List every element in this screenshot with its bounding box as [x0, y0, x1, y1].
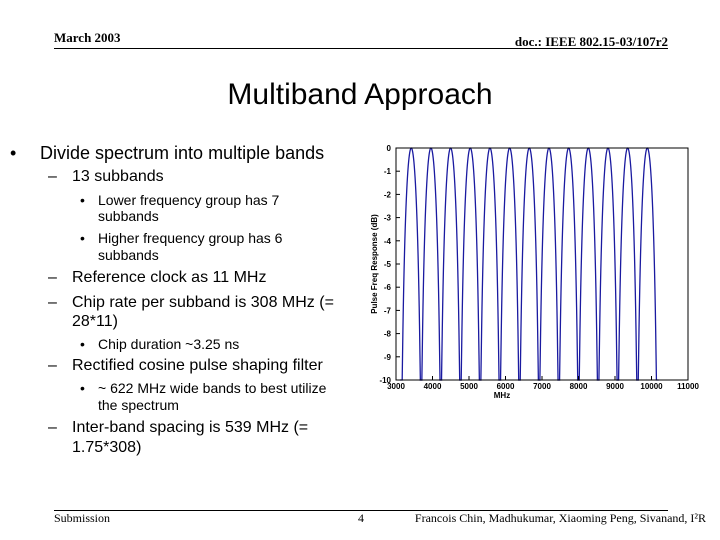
bullet-text: Divide spectrum into multiple bands: [40, 143, 325, 163]
bullet-text: 13 subbands: [72, 168, 164, 185]
subband-10-response: [576, 147, 600, 381]
bullet-level3: • Lower frequency group has 7: [80, 192, 280, 208]
subband-7-response: [517, 147, 541, 381]
y-tick-label: -4: [384, 237, 392, 246]
subband-5-response: [478, 147, 502, 381]
bullet-level2: – Rectified cosine pulse shaping filter: [48, 357, 323, 374]
x-tick-label: 3000: [387, 382, 405, 391]
bullet-continuation: subbands: [98, 208, 159, 224]
bullet-text: Lower frequency group has 7: [98, 192, 280, 208]
bullet-text: Higher frequency group has 6: [98, 230, 283, 246]
subband-3-response: [439, 147, 462, 381]
subband-11-response: [596, 147, 620, 381]
subband-4-response: [458, 147, 482, 381]
bullet-level3: • Higher frequency group has 6: [80, 230, 283, 246]
y-tick-label: -10: [379, 376, 391, 385]
footer-authors: Francois Chin, Madhukumar, Xiaoming Peng…: [414, 511, 706, 525]
x-tick-label: 9000: [606, 382, 624, 391]
x-tick-label: 11000: [677, 382, 699, 391]
bullet-continuation: subbands: [98, 247, 159, 263]
x-tick-label: 10000: [640, 382, 663, 391]
bullet-text: Rectified cosine pulse shaping filter: [72, 357, 323, 374]
header-date: March 2003: [54, 30, 121, 45]
subband-9-response: [557, 147, 580, 381]
subband-12-response: [616, 147, 640, 381]
bullet-level2: –13 subbands: [48, 168, 164, 185]
x-tick-label: 7000: [533, 382, 551, 391]
x-tick-label: 5000: [460, 382, 478, 391]
bullet-level2: – Chip rate per subband is 308 MHz (=: [48, 294, 334, 311]
bullet-continuation: the spectrum: [98, 397, 179, 413]
bullet-level3: • Chip duration ~3.25 ns: [80, 336, 240, 352]
subband-13-response: [635, 147, 659, 381]
subband-1-response: [399, 147, 423, 381]
y-axis-label: Pulse Freq Response (dB): [370, 214, 379, 314]
bullet-text: ~ 622 MHz wide bands to best utilize: [98, 380, 327, 396]
subband-2-response: [419, 147, 443, 381]
footer-submission: Submission: [54, 511, 111, 525]
x-axis-label: MHz: [494, 391, 510, 400]
y-tick-label: -2: [384, 190, 392, 199]
x-tick-label: 8000: [570, 382, 588, 391]
subband-8-response: [537, 147, 561, 381]
x-tick-label: 6000: [497, 382, 515, 391]
y-tick-label: -3: [384, 214, 392, 223]
bullet-text: Chip rate per subband is 308 MHz (=: [72, 294, 334, 311]
y-tick-label: -1: [384, 167, 392, 176]
y-tick-label: 0: [387, 144, 392, 153]
y-tick-label: -8: [384, 330, 392, 339]
page-number: 4: [358, 511, 364, 525]
bullet-level2: – Inter-band spacing is 539 MHz (=: [48, 419, 309, 436]
subband-6-response: [498, 147, 521, 381]
header-doc-id: doc.: IEEE 802.15-03/107r2: [514, 34, 668, 49]
bullet-continuation: 1.75*308): [72, 439, 142, 456]
bullet-text: Chip duration ~3.25 ns: [98, 336, 240, 352]
footer-rule: [54, 510, 668, 511]
y-tick-label: -7: [384, 306, 392, 315]
bullet-level3: • ~ 622 MHz wide bands to best utilize: [80, 380, 327, 396]
y-tick-label: -6: [384, 283, 392, 292]
bullet-continuation: 28*11): [72, 313, 118, 330]
bullet-text: Reference clock as 11 MHz: [72, 269, 267, 286]
x-tick-label: 4000: [424, 382, 442, 391]
bullet-level2: – Reference clock as 11 MHz: [48, 269, 267, 286]
header-rule: [54, 48, 668, 49]
y-tick-label: -9: [384, 353, 392, 362]
slide-title: Multiband Approach: [227, 78, 493, 111]
bullet-level1: • Divide spectrum into multiple bands: [10, 143, 325, 163]
y-tick-label: -5: [384, 260, 392, 269]
bullet-text: Inter-band spacing is 539 MHz (=: [72, 419, 309, 436]
